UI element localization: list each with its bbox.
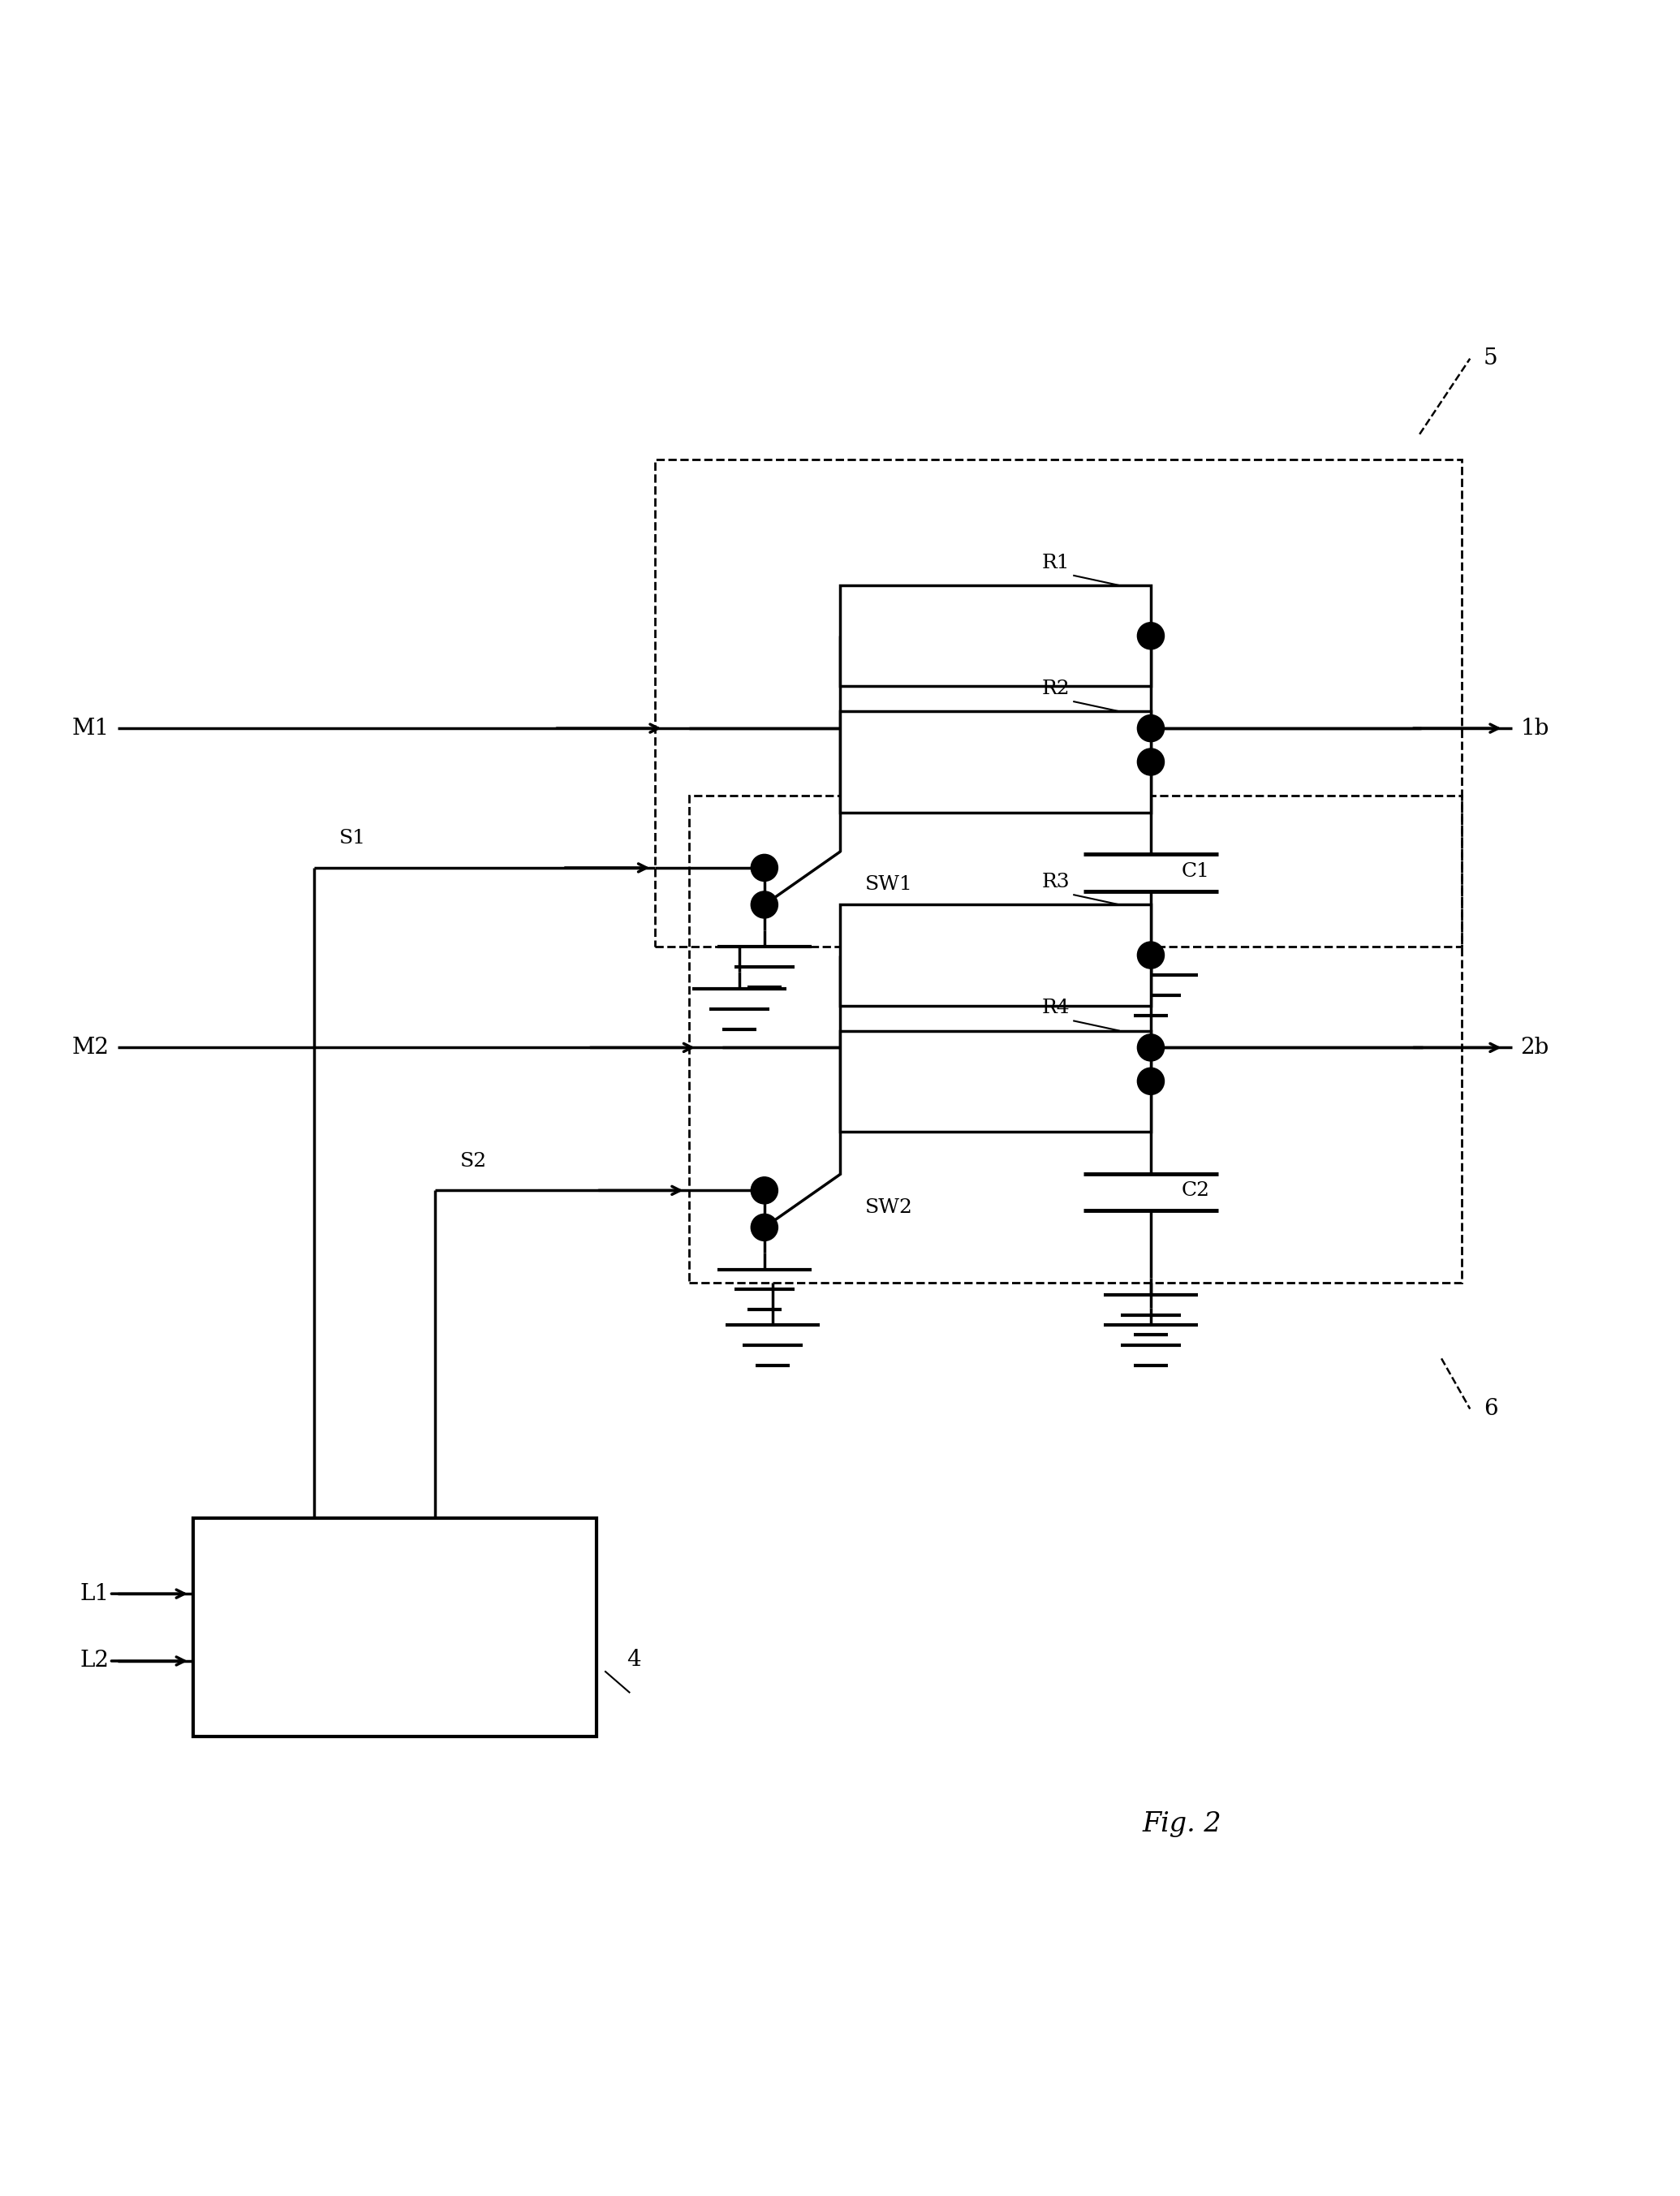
Text: 6: 6 — [1483, 1399, 1499, 1421]
Circle shape — [751, 854, 778, 881]
Text: 5: 5 — [1483, 347, 1499, 369]
Text: 2b: 2b — [1520, 1037, 1549, 1058]
Bar — [840, 586, 1151, 687]
Circle shape — [1137, 621, 1164, 650]
Text: M1: M1 — [72, 718, 109, 740]
Text: L1: L1 — [81, 1583, 109, 1605]
Text: R1: R1 — [1042, 553, 1070, 571]
Text: S2: S2 — [460, 1151, 487, 1170]
Circle shape — [1137, 749, 1164, 775]
Circle shape — [751, 1214, 778, 1241]
Text: C1: C1 — [1181, 861, 1210, 881]
Text: R2: R2 — [1042, 679, 1070, 698]
Circle shape — [1137, 1067, 1164, 1094]
Text: SW2: SW2 — [865, 1197, 912, 1217]
Text: M2: M2 — [72, 1037, 109, 1058]
Circle shape — [1137, 942, 1164, 968]
Text: R3: R3 — [1042, 872, 1070, 892]
Bar — [840, 712, 1151, 813]
Text: R4: R4 — [1042, 999, 1070, 1017]
Bar — [840, 1030, 1151, 1131]
Circle shape — [1137, 716, 1164, 742]
Text: SW1: SW1 — [865, 876, 912, 894]
Circle shape — [751, 1177, 778, 1203]
Text: S1: S1 — [339, 828, 366, 848]
Text: C2: C2 — [1181, 1181, 1210, 1199]
Circle shape — [1137, 1034, 1164, 1061]
Bar — [840, 905, 1151, 1006]
Bar — [689, 795, 1462, 1282]
Text: 1b: 1b — [1520, 718, 1549, 740]
Circle shape — [751, 892, 778, 918]
Text: 4: 4 — [627, 1649, 642, 1671]
Text: L2: L2 — [81, 1649, 109, 1671]
Bar — [655, 459, 1462, 946]
Bar — [193, 1517, 596, 1737]
Text: Fig. 2: Fig. 2 — [1142, 1812, 1221, 1838]
